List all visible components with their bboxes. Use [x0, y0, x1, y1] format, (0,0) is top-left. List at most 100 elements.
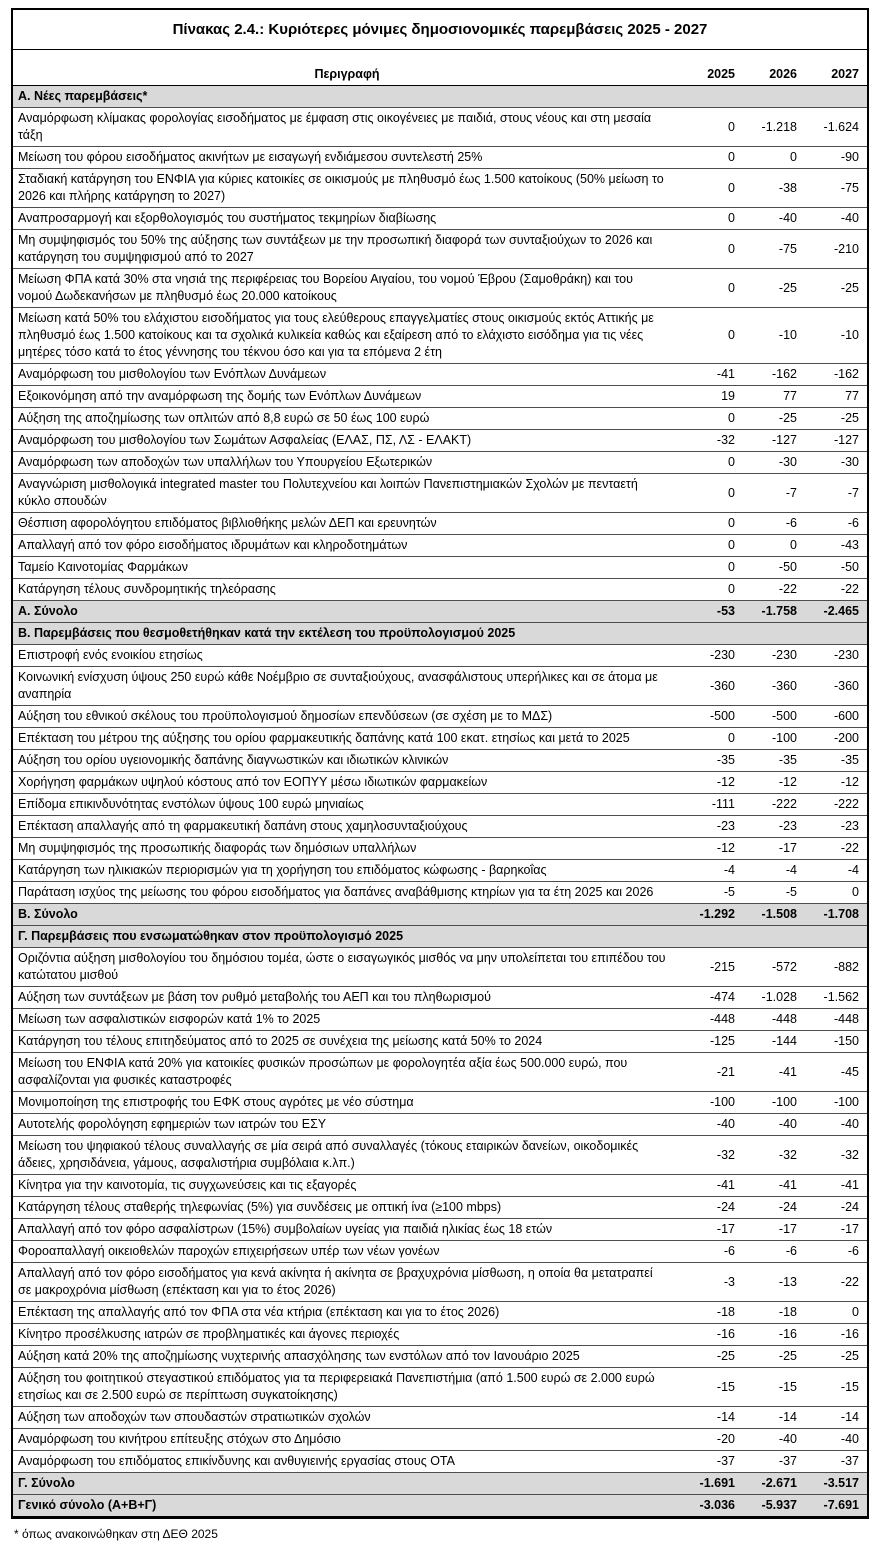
- row-value-2026: -12: [743, 771, 805, 794]
- table-row: Αναμόρφωση του μισθολογίου των Σωμάτων Α…: [13, 429, 867, 452]
- row-value-2025: -40: [681, 1113, 743, 1136]
- section-total-row: Α. Σύνολο -53 -1.758 -2.465: [13, 600, 867, 623]
- col-header-2027: 2027: [805, 63, 867, 86]
- row-value-2026: -500: [743, 705, 805, 728]
- row-value-2027: -100: [805, 1091, 867, 1114]
- row-value-2026: -100: [743, 727, 805, 750]
- row-value-2027: 77: [805, 385, 867, 408]
- table-row: Αναμόρφωση του επιδόματος επικίνδυνης κα…: [13, 1450, 867, 1473]
- row-value-2025: -6: [681, 1240, 743, 1263]
- row-value-2026: -360: [743, 666, 805, 706]
- row-value-2027: -210: [805, 229, 867, 269]
- row-value-2025: -16: [681, 1323, 743, 1346]
- section-total-value-2027: -3.517: [805, 1472, 867, 1495]
- row-value-2027: -17: [805, 1218, 867, 1241]
- row-description: Αυτοτελής φορολόγηση εφημεριών των ιατρώ…: [13, 1113, 681, 1136]
- section-total-value-2026: -2.671: [743, 1472, 805, 1495]
- col-header-2025: 2025: [681, 63, 743, 86]
- table-row: Μείωση κατά 50% του ελάχιστου εισοδήματο…: [13, 307, 867, 364]
- section-header-row: Β. Παρεμβάσεις που θεσμοθετήθηκαν κατά τ…: [13, 622, 867, 645]
- row-value-2027: -600: [805, 705, 867, 728]
- row-value-2026: -38: [743, 168, 805, 208]
- row-value-2026: 0: [743, 534, 805, 557]
- table-row: Επίδομα επικινδυνότητας ενστόλων ύψους 1…: [13, 793, 867, 816]
- row-value-2026: -18: [743, 1301, 805, 1324]
- row-value-2025: -20: [681, 1428, 743, 1451]
- grand-total-row: Γενικό σύνολο (Α+Β+Γ) -3.036 -5.937 -7.691: [13, 1494, 867, 1517]
- row-value-2026: -6: [743, 1240, 805, 1263]
- row-value-2027: -35: [805, 749, 867, 772]
- section-total-row: Β. Σύνολο -1.292 -1.508 -1.708: [13, 903, 867, 926]
- row-value-2027: -4: [805, 859, 867, 882]
- table-row: Αναγνώριση μισθολογικά integrated master…: [13, 473, 867, 513]
- table-row: Απαλλαγή από τον φόρο ασφαλίστρων (15%) …: [13, 1218, 867, 1241]
- row-value-2027: -45: [805, 1052, 867, 1092]
- row-value-2026: -16: [743, 1323, 805, 1346]
- row-value-2026: -40: [743, 1113, 805, 1136]
- row-value-2027: -150: [805, 1030, 867, 1053]
- row-value-2025: 0: [681, 107, 743, 147]
- section-header-row: Α. Νέες παρεμβάσεις*: [13, 85, 867, 108]
- row-description: Φοροαπαλλαγή οικειοθελών παροχών επιχειρ…: [13, 1240, 681, 1263]
- row-value-2025: -15: [681, 1367, 743, 1407]
- row-value-2025: 0: [681, 307, 743, 364]
- row-value-2026: -230: [743, 644, 805, 667]
- row-value-2025: -14: [681, 1406, 743, 1429]
- table-row: Παράταση ισχύος της μείωσης του φόρου ει…: [13, 881, 867, 904]
- row-description: Μη συμψηφισμός του 50% της αύξησης των σ…: [13, 229, 681, 269]
- row-value-2027: -41: [805, 1174, 867, 1197]
- row-value-2026: -25: [743, 407, 805, 430]
- row-value-2026: -25: [743, 1345, 805, 1368]
- row-value-2025: -32: [681, 1135, 743, 1175]
- table-row: Μη συμψηφισμός του 50% της αύξησης των σ…: [13, 229, 867, 269]
- row-value-2026: -13: [743, 1262, 805, 1302]
- row-value-2027: -15: [805, 1367, 867, 1407]
- row-description: Κίνητρο προσέλκυσης ιατρών σε προβληματι…: [13, 1323, 681, 1346]
- row-description: Επέκταση του μέτρου της αύξησης του ορίο…: [13, 727, 681, 750]
- row-description: Απαλλαγή από τον φόρο εισοδήματος ιδρυμά…: [13, 534, 681, 557]
- row-description: Μονιμοποίηση της επιστροφής του ΕΦΚ στου…: [13, 1091, 681, 1114]
- row-value-2025: -17: [681, 1218, 743, 1241]
- section-total-value-2026: -1.758: [743, 600, 805, 623]
- row-value-2027: -25: [805, 1345, 867, 1368]
- table-row: Κοινωνική ενίσχυση ύψους 250 ευρώ κάθε Ν…: [13, 666, 867, 706]
- row-value-2027: -448: [805, 1008, 867, 1031]
- row-description: Αναμόρφωση του κινήτρου επίτευξης στόχων…: [13, 1428, 681, 1451]
- table-row: Κατάργηση τέλους σταθερής τηλεφωνίας (5%…: [13, 1196, 867, 1219]
- table-row: Αύξηση κατά 20% της αποζημίωσης νυχτεριν…: [13, 1345, 867, 1368]
- row-description: Αναγνώριση μισθολογικά integrated master…: [13, 473, 681, 513]
- row-description: Αύξηση του ορίου υγειονομικής δαπάνης δι…: [13, 749, 681, 772]
- row-description: Κατάργηση τέλους συνδρομητικής τηλεόραση…: [13, 578, 681, 601]
- row-value-2026: -15: [743, 1367, 805, 1407]
- row-description: Μείωση του ΕΝΦΙΑ κατά 20% για κατοικίες …: [13, 1052, 681, 1092]
- row-description: Μη συμψηφισμός της προσωπικής διαφοράς τ…: [13, 837, 681, 860]
- table-row: Επιστροφή ενός ενοικίου ετησίως -230 -230-…: [13, 644, 867, 667]
- row-value-2026: -75: [743, 229, 805, 269]
- row-value-2025: 0: [681, 229, 743, 269]
- grand-total-value-2027: -7.691: [805, 1494, 867, 1517]
- row-value-2026: 77: [743, 385, 805, 408]
- row-value-2025: -32: [681, 429, 743, 452]
- table-row: Μονιμοποίηση της επιστροφής του ΕΦΚ στου…: [13, 1091, 867, 1114]
- row-description: Απαλλαγή από τον φόρο εισοδήματος για κε…: [13, 1262, 681, 1302]
- row-value-2025: -25: [681, 1345, 743, 1368]
- table-row: Αναμόρφωση του μισθολογίου των Ενόπλων Δ…: [13, 363, 867, 386]
- row-value-2027: -32: [805, 1135, 867, 1175]
- table-row: Οριζόντια αύξηση μισθολογίου του δημόσιο…: [13, 947, 867, 987]
- row-value-2026: -30: [743, 451, 805, 474]
- row-description: Χορήγηση φαρμάκων υψηλού κόστους από τον…: [13, 771, 681, 794]
- row-value-2026: 0: [743, 146, 805, 169]
- row-value-2025: -100: [681, 1091, 743, 1114]
- row-value-2025: -18: [681, 1301, 743, 1324]
- section-header-label: Β. Παρεμβάσεις που θεσμοθετήθηκαν κατά τ…: [13, 622, 867, 645]
- row-value-2026: -7: [743, 473, 805, 513]
- row-value-2026: -1.028: [743, 986, 805, 1009]
- row-value-2026: -17: [743, 1218, 805, 1241]
- row-value-2026: -40: [743, 207, 805, 230]
- row-value-2026: -41: [743, 1052, 805, 1092]
- row-description: Μείωση του ψηφιακού τέλους συναλλαγής σε…: [13, 1135, 681, 1175]
- row-value-2027: -24: [805, 1196, 867, 1219]
- row-value-2025: 0: [681, 168, 743, 208]
- table-body: Α. Νέες παρεμβάσεις* Αναμόρφωση κλίμακας …: [13, 85, 867, 1517]
- row-value-2025: 0: [681, 207, 743, 230]
